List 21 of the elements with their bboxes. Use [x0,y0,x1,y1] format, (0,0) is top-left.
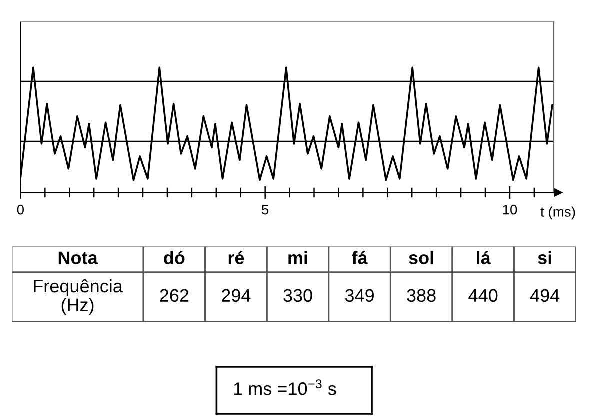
x-tick-label: 5 [262,205,269,215]
category-label: mi [288,251,308,264]
category-label: dó [164,251,185,264]
data-label: 349 [345,289,374,302]
category-label: sol [409,251,434,264]
category-label: ré [228,251,244,264]
category-label: si [538,251,552,264]
x-tick-label: 0 [17,204,24,215]
text: Frequência (Hz) [34,279,123,316]
data-label: 262 [160,289,189,302]
data-label: 388 [407,289,436,302]
text: 1 ms =10$^{−3}$ s [234,380,336,396]
data-label: 330 [284,289,312,302]
data-label: 294 [222,289,251,302]
x-axis-title: t (ms) [540,206,576,220]
x-tick-label: 10 [503,204,518,215]
category-label: fá [352,251,368,264]
text: Nota [58,252,98,264]
category-label: lá [477,251,491,264]
data-label: 494 [530,289,560,302]
data-label: 440 [468,289,498,302]
